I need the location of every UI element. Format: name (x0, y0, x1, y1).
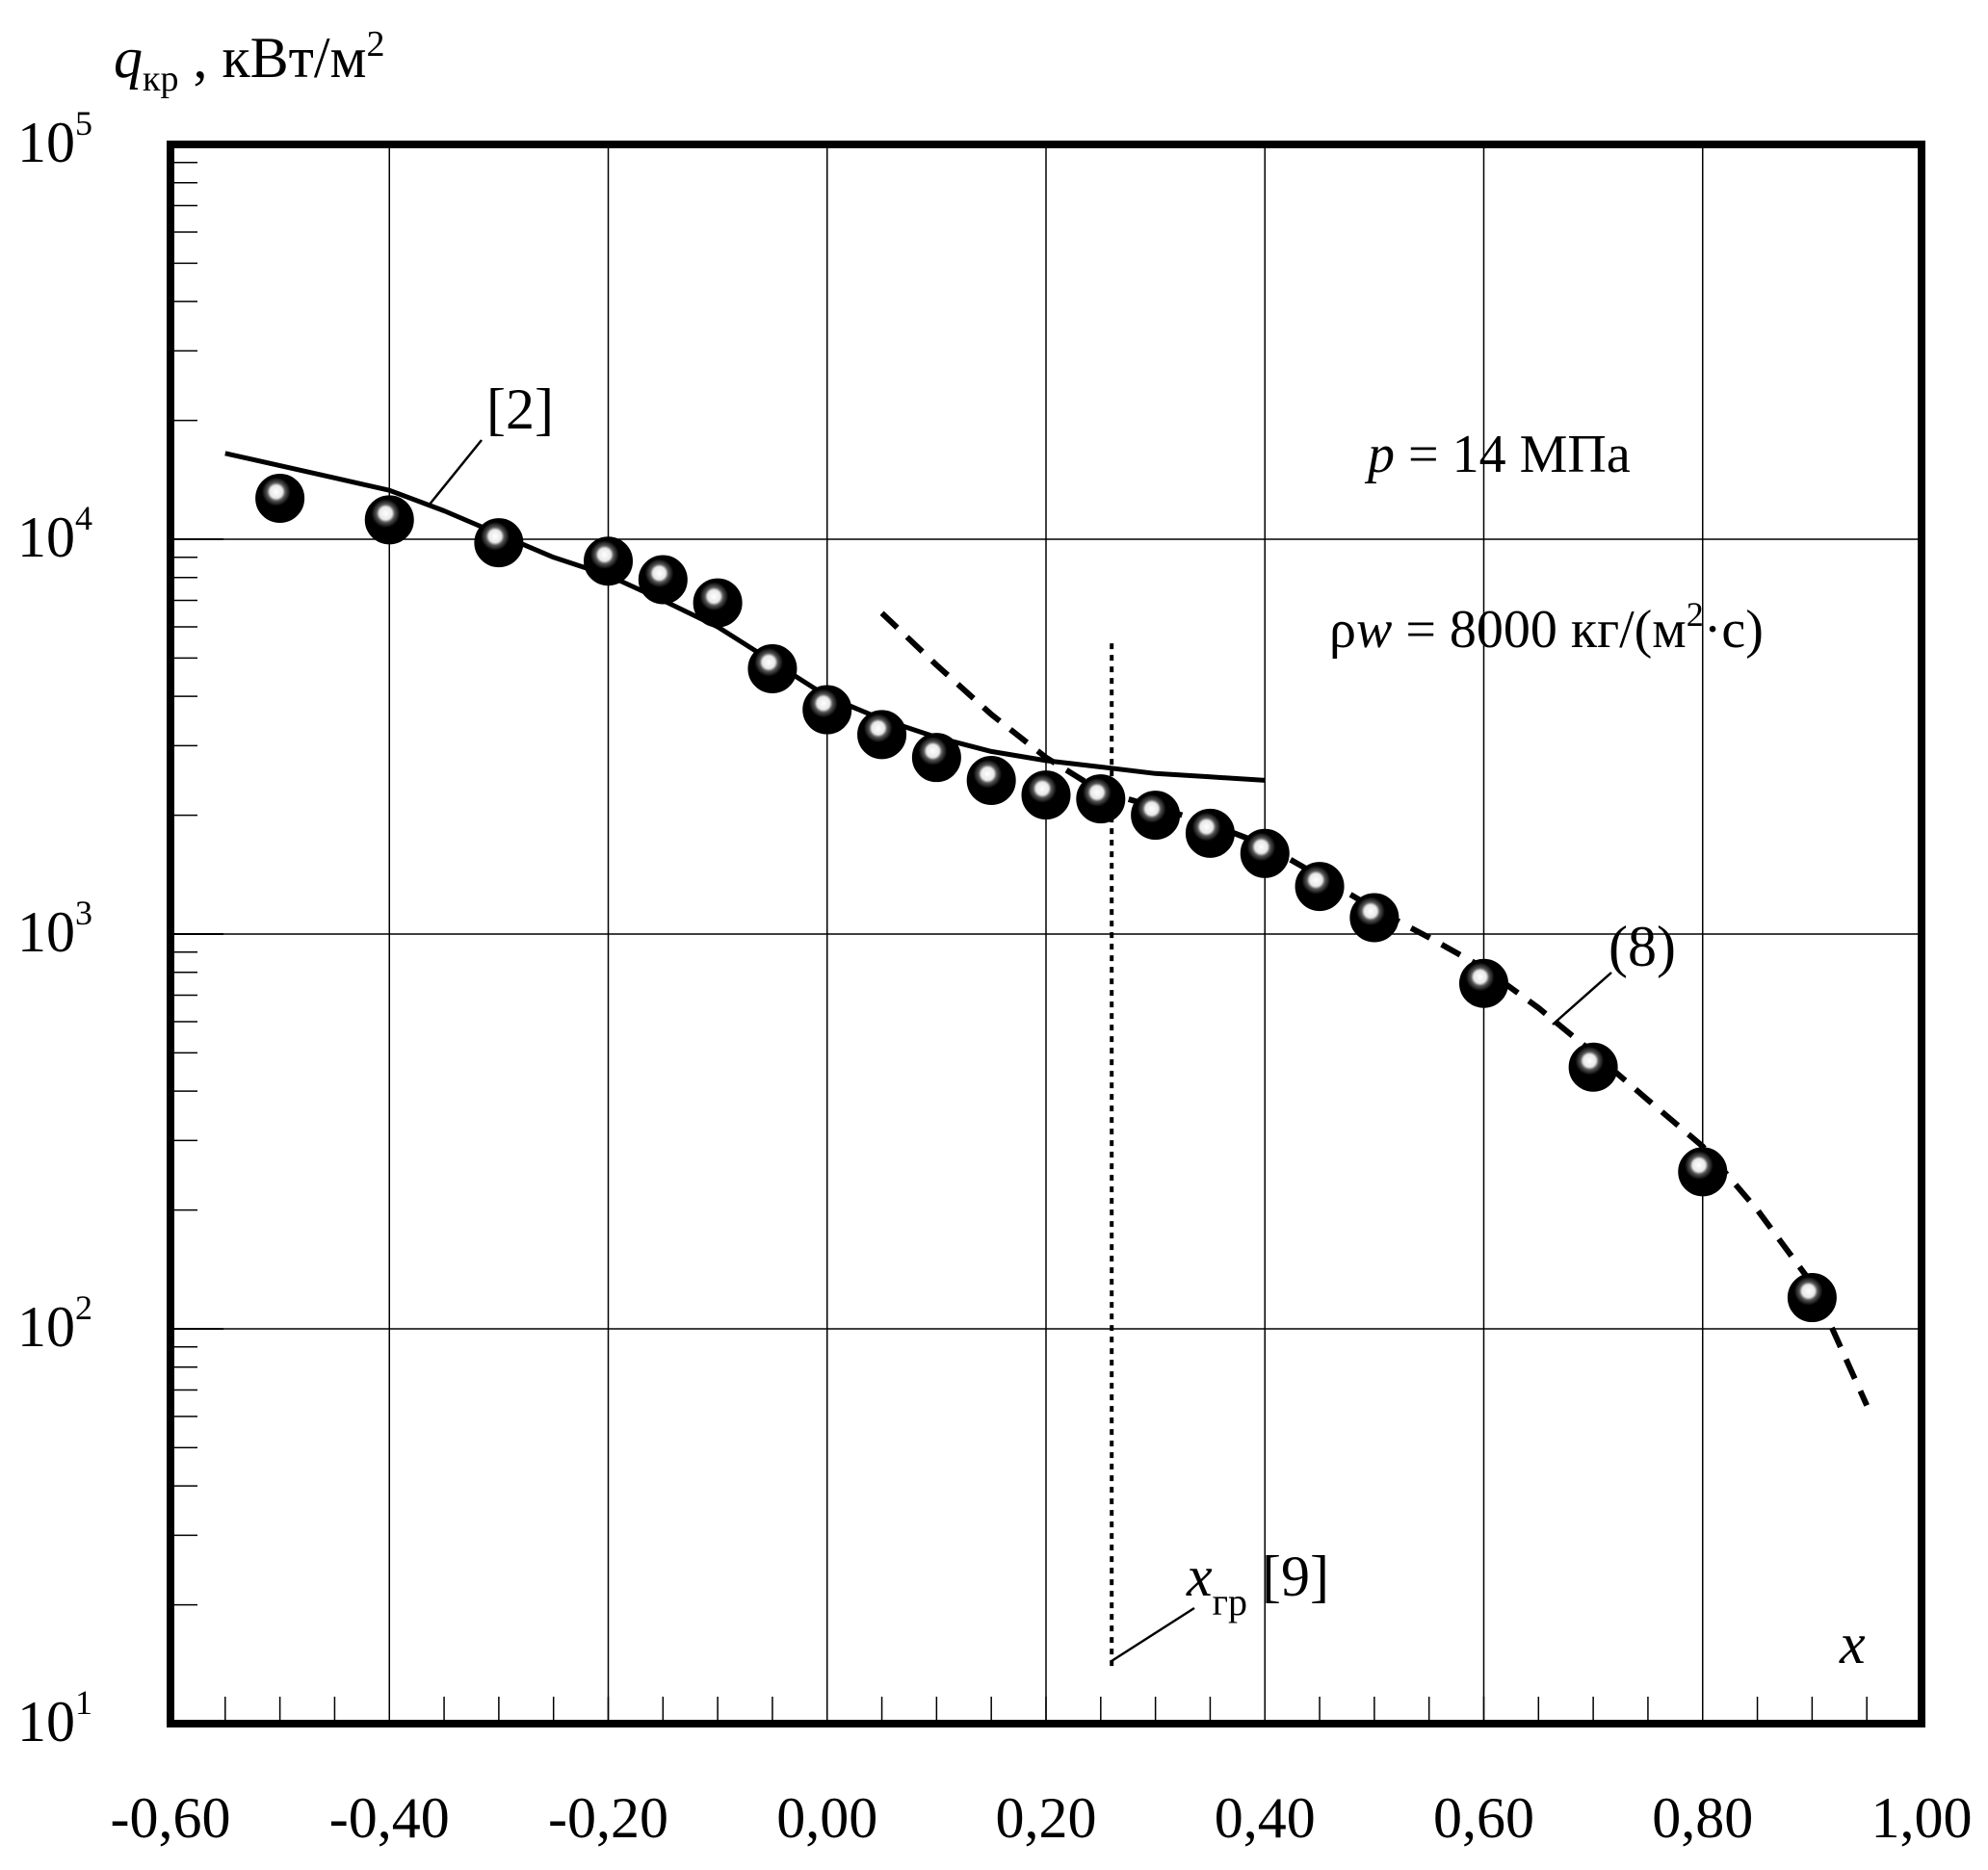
x-tick-label: -0,40 (329, 1786, 450, 1850)
data-point-ball (364, 495, 414, 545)
data-point-ball (1021, 770, 1071, 820)
data-point (693, 578, 743, 628)
data-point-ball (693, 578, 743, 628)
data-point (1240, 828, 1290, 878)
y-tick-label: 101 (17, 1683, 92, 1753)
data-point-ball (474, 518, 524, 568)
data-point-ball (638, 555, 688, 605)
data-point-ball (1185, 808, 1235, 858)
x-tick-label: 1,00 (1871, 1786, 1973, 1850)
ref-2-label: [2] (486, 377, 554, 441)
data-point (802, 685, 852, 735)
data-point (255, 473, 305, 523)
y-axis-label: qкр , кВт/м2 (114, 24, 385, 99)
data-point (1787, 1273, 1837, 1323)
data-point (1021, 770, 1071, 820)
data-points (255, 473, 1837, 1323)
data-point-ball (802, 685, 852, 735)
data-point (1076, 774, 1126, 824)
data-point-ball (1131, 791, 1181, 841)
data-point-ball (1459, 958, 1508, 1008)
grid-lines (170, 144, 1922, 1724)
ref-2-leader (428, 439, 483, 506)
x-tick-label: 0,40 (1215, 1786, 1316, 1850)
y-tick-label: 104 (17, 499, 92, 569)
data-point (857, 710, 907, 760)
data-point (1678, 1147, 1728, 1197)
data-point (966, 755, 1016, 805)
data-point-ball (747, 643, 798, 693)
data-point-ball (1568, 1042, 1618, 1092)
data-point (584, 536, 633, 586)
x-tick-label: 0,00 (776, 1786, 877, 1850)
data-point-ball (1787, 1273, 1837, 1323)
data-point (1295, 862, 1345, 912)
data-point-ball (1295, 862, 1345, 912)
x-tick-labels: -0,60 -0,40 -0,20 0,00 0,20 0,40 0,60 0,80 1,00 (111, 1786, 1973, 1850)
data-point-ball (1240, 828, 1290, 878)
series-line-eq8 (879, 610, 1870, 1407)
y-tick-labels: 101 102 103 104 105 (17, 104, 92, 1753)
data-point (911, 733, 961, 783)
data-point (1568, 1042, 1618, 1092)
mass-flux-annotation: ρw = 8000 кг/(м2·с) (1329, 595, 1764, 660)
x-tick-label: -0,20 (548, 1786, 668, 1850)
x-tick-label: -0,60 (111, 1786, 231, 1850)
data-point (638, 555, 688, 605)
y-tick-label: 103 (17, 894, 92, 964)
data-point (474, 518, 524, 568)
data-point (1131, 791, 1181, 841)
data-point-ball (911, 733, 961, 783)
pressure-annotation: p = 14 МПа (1364, 425, 1631, 484)
data-point (1185, 808, 1235, 858)
data-point-ball (255, 473, 305, 523)
y-tick-label: 105 (17, 104, 92, 174)
xgr-label: xгр [9] (1186, 1545, 1329, 1623)
x-tick-label: 0,60 (1433, 1786, 1534, 1850)
data-point (1459, 958, 1508, 1008)
plot-frame (167, 141, 1925, 1727)
x-tick-label: 0,20 (996, 1786, 1097, 1850)
ref-8-leader (1552, 972, 1612, 1026)
data-point (364, 495, 414, 545)
y-tick-label: 102 (17, 1288, 92, 1359)
xgr-leader (1111, 1606, 1195, 1663)
data-point (1349, 893, 1399, 943)
data-point-ball (857, 710, 907, 760)
data-point-ball (1678, 1147, 1728, 1197)
data-point (747, 643, 798, 693)
x-tick-label: 0,80 (1652, 1786, 1753, 1850)
data-point-ball (1349, 893, 1399, 943)
data-point-ball (966, 755, 1016, 805)
ref-8-label: (8) (1609, 915, 1676, 978)
data-point-ball (1076, 774, 1126, 824)
data-point-ball (584, 536, 633, 586)
x-axis-label: x (1839, 1612, 1866, 1675)
